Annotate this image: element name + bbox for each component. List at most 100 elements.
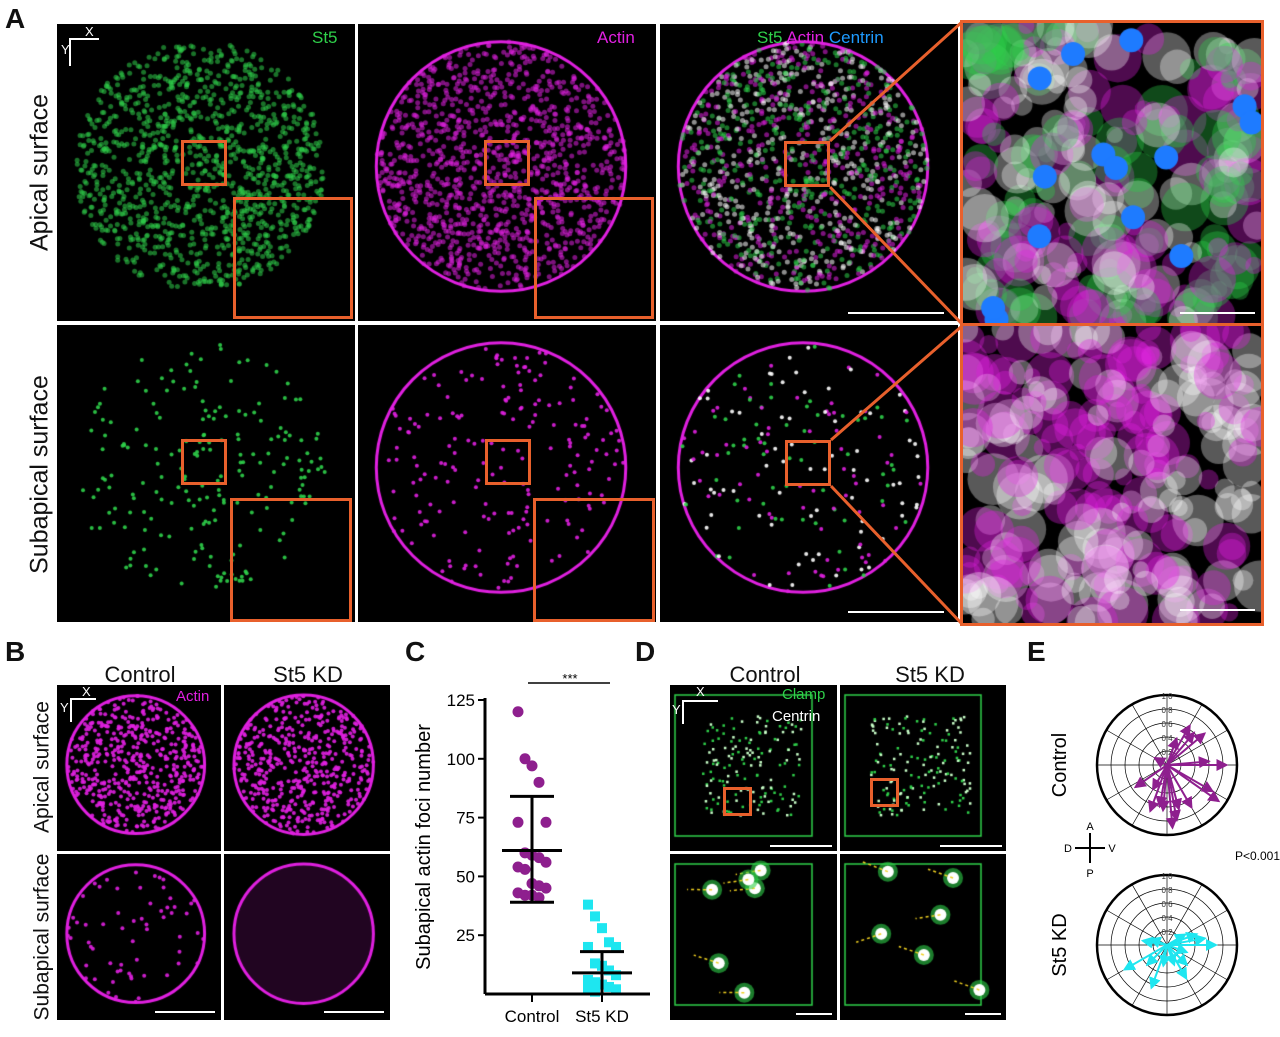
data-point <box>611 984 621 995</box>
vector-arrow <box>1122 944 1168 971</box>
axis-x-label: X <box>85 24 94 39</box>
data-point <box>583 899 593 910</box>
scale-bar <box>1180 609 1255 611</box>
texture <box>57 325 355 622</box>
b-row-subapical: Subapical surface <box>30 853 54 1021</box>
channel-label-actin: Actin <box>597 28 635 47</box>
roi-box <box>870 778 899 807</box>
vector-arrow <box>1148 936 1168 949</box>
data-point <box>583 984 593 995</box>
x-tick-label: Control <box>505 1007 560 1026</box>
polar-spoke <box>1166 884 1203 946</box>
data-point <box>540 882 552 894</box>
b-st5kd-subapical-image <box>224 854 390 1020</box>
r-tick-label: 0.6 <box>1161 900 1173 909</box>
data-point <box>583 974 593 985</box>
xy-axes-icon: X Y <box>60 684 102 728</box>
roi-box <box>181 439 227 485</box>
data-point <box>533 892 545 904</box>
b-row-apical: Apical surface <box>30 701 54 833</box>
data-point <box>590 911 600 922</box>
xy-axes-icon: X Y <box>672 684 718 728</box>
axis-y-label: Y <box>672 702 681 717</box>
d-st5kd-zoom-image <box>840 854 1006 1020</box>
data-point <box>604 937 614 948</box>
chart-c: 25 50 75 100 125 Subapical actin foci number C… <box>413 671 650 1026</box>
texture <box>670 685 837 851</box>
texture <box>57 854 221 1020</box>
texture <box>660 24 958 321</box>
vector-arrow <box>1166 764 1181 823</box>
vector-arrow <box>1166 731 1196 766</box>
inset-box <box>233 197 353 319</box>
panel-label-e: E <box>1027 636 1046 667</box>
vector-arrow <box>1166 764 1193 810</box>
b-control-apical-image <box>57 685 221 851</box>
texture <box>840 854 1006 1020</box>
r-tick-label: 1.0 <box>1161 872 1173 881</box>
y-tick-label: 25 <box>456 926 475 945</box>
data-point <box>533 776 545 788</box>
data-point <box>540 856 552 868</box>
y-tick-label: 125 <box>447 691 475 710</box>
b-st5kd-apical-image <box>224 685 390 851</box>
d-channel-centrin: Centrin <box>772 708 821 725</box>
d-channel-clamp: Clamp <box>782 686 826 703</box>
significance-label: *** <box>562 671 577 686</box>
vector-arrow <box>1166 933 1187 946</box>
scale-bar <box>1180 312 1255 314</box>
data-point <box>604 981 614 992</box>
compass-label: D <box>1064 843 1072 855</box>
vector-arrow <box>1166 944 1189 967</box>
a-apical-zoom-image <box>960 20 1264 326</box>
vector-arrow <box>1145 944 1168 967</box>
panel-label-c: C <box>405 636 426 667</box>
data-point <box>512 706 524 718</box>
y-tick-label: 50 <box>456 867 475 886</box>
data-point <box>590 958 600 969</box>
data-point <box>512 816 524 828</box>
axis-x-label: X <box>696 684 705 699</box>
texture <box>57 24 355 321</box>
texture <box>840 685 1006 851</box>
data-point <box>597 923 607 934</box>
vector-arrow <box>1166 943 1189 955</box>
scale-bar <box>848 611 944 613</box>
axis-y-label: Y <box>60 700 69 715</box>
compass-label: A <box>1086 821 1094 833</box>
data-point <box>611 970 621 981</box>
series-label: Control <box>1049 733 1071 797</box>
a-subapical-actin-image <box>358 325 656 622</box>
data-point <box>583 941 593 952</box>
data-point <box>604 965 614 976</box>
scale-bar <box>770 845 832 847</box>
xy-axes-icon: X Y <box>61 24 105 70</box>
axis-x-label: X <box>82 684 91 699</box>
texture <box>224 685 390 851</box>
vector-arrow <box>1151 764 1168 791</box>
inset-box <box>534 197 654 319</box>
vector-arrow <box>1133 764 1168 789</box>
r-tick-label: 0.8 <box>1161 706 1173 715</box>
merge-label-actin: Actin <box>786 28 825 47</box>
roi-box <box>723 787 752 816</box>
data-point <box>590 986 600 997</box>
merge-label-centrin: Centrin <box>828 28 884 47</box>
merge-label-st5: St5 <box>757 28 783 47</box>
texture <box>963 23 1261 323</box>
vector-arrow <box>1166 764 1221 803</box>
scale-bar <box>796 1013 832 1015</box>
scale-bar <box>155 1011 215 1013</box>
r-tick-label: 0.6 <box>1161 720 1173 729</box>
axis-y-label: Y <box>61 42 70 57</box>
panel-label-d: D <box>635 636 656 667</box>
polar-spoke <box>1166 729 1228 766</box>
inset-box <box>230 498 352 622</box>
data-point <box>611 941 621 952</box>
polar-spoke <box>1131 884 1168 946</box>
series-label: St5 KD <box>1049 913 1071 976</box>
a-apical-merge-image <box>660 24 958 321</box>
vector-arrow <box>1166 732 1207 766</box>
scale-bar <box>848 312 944 314</box>
